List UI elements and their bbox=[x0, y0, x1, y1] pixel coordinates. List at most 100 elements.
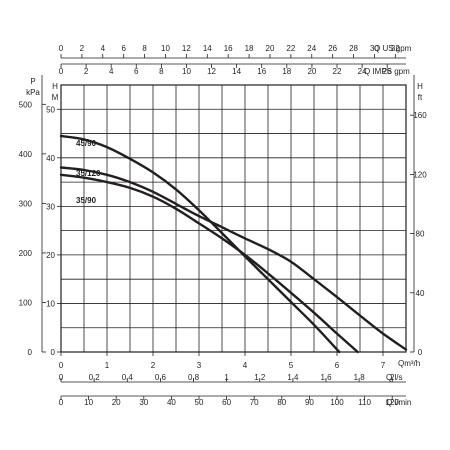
series-label: 45/90 bbox=[76, 139, 97, 148]
secondary-x-tick-label: 8 bbox=[159, 67, 164, 76]
series-label: 35/120 bbox=[76, 169, 101, 178]
secondary-x-tick-label: 12 bbox=[182, 44, 191, 53]
secondary-x-axis-label: Q l/min bbox=[386, 398, 411, 407]
secondary-x-tick-label: 30 bbox=[370, 44, 379, 53]
secondary-x-tick-label: 40 bbox=[167, 398, 176, 407]
secondary-x-tick-label: 22 bbox=[286, 44, 295, 53]
secondary-x-axis-label: Q IMPS gpm bbox=[364, 67, 410, 76]
pressure-axis-label-line: kPa bbox=[26, 88, 40, 97]
secondary-x-tick-label: 12 bbox=[207, 67, 216, 76]
secondary-x-tick-label: 0,6 bbox=[155, 373, 167, 382]
x-tick-label: 6 bbox=[335, 361, 340, 370]
secondary-x-axis-label: Q US gpm bbox=[374, 44, 412, 53]
secondary-x-tick-label: 80 bbox=[277, 398, 286, 407]
secondary-x-tick-label: 20 bbox=[307, 67, 316, 76]
secondary-x-tick-label: 2 bbox=[80, 44, 85, 53]
secondary-x-tick-label: 8 bbox=[142, 44, 147, 53]
secondary-x-tick-label: 100 bbox=[330, 398, 344, 407]
secondary-x-tick-label: 18 bbox=[282, 67, 291, 76]
x-tick-label: 2 bbox=[151, 361, 156, 370]
secondary-x-tick-label: 26 bbox=[328, 44, 337, 53]
secondary-y-tick-label: 0 bbox=[28, 348, 33, 357]
secondary-x-tick-label: 22 bbox=[333, 67, 342, 76]
secondary-y-tick-label: 80 bbox=[416, 230, 425, 239]
y-tick-label: 0 bbox=[51, 348, 56, 357]
secondary-x-tick-label: 6 bbox=[134, 67, 139, 76]
secondary-y-tick-label: 100 bbox=[19, 298, 33, 307]
x-tick-label: 1 bbox=[105, 361, 110, 370]
series-curve bbox=[59, 166, 408, 351]
y-tick-label: 50 bbox=[46, 105, 55, 114]
secondary-y-tick-label: 160 bbox=[413, 111, 427, 120]
series-curve bbox=[59, 134, 341, 354]
secondary-x-tick-label: 1 bbox=[224, 373, 229, 382]
secondary-x-tick-label: 16 bbox=[224, 44, 233, 53]
secondary-x-tick-label: 0,2 bbox=[89, 373, 101, 382]
secondary-x-tick-label: 2 bbox=[390, 373, 395, 382]
y-tick-label: 40 bbox=[46, 154, 55, 163]
secondary-x-tick-label: 1,2 bbox=[254, 373, 266, 382]
secondary-x-tick-label: 4 bbox=[109, 67, 114, 76]
x-tick-label: 5 bbox=[289, 361, 294, 370]
x-tick-label: 3 bbox=[197, 361, 202, 370]
secondary-x-tick-label: 4 bbox=[101, 44, 106, 53]
x-tick-label: 7 bbox=[381, 361, 386, 370]
series-label: 35/90 bbox=[76, 196, 97, 205]
secondary-x-tick-label: 20 bbox=[266, 44, 275, 53]
secondary-x-tick-label: 14 bbox=[232, 67, 241, 76]
secondary-x-tick-label: 24 bbox=[307, 44, 316, 53]
secondary-x-tick-label: 28 bbox=[349, 44, 358, 53]
secondary-x-tick-label: 10 bbox=[182, 67, 191, 76]
secondary-y-tick-label: 300 bbox=[19, 199, 33, 208]
secondary-x-tick-label: 0 bbox=[59, 398, 64, 407]
secondary-x-tick-label: 120 bbox=[386, 398, 400, 407]
secondary-y-tick-label: 200 bbox=[19, 249, 33, 258]
grid bbox=[61, 85, 406, 352]
curves bbox=[59, 134, 408, 354]
secondary-x-tick-label: 0 bbox=[59, 373, 64, 382]
secondary-x-tick-label: 50 bbox=[195, 398, 204, 407]
secondary-x-tick-label: 1,4 bbox=[287, 373, 299, 382]
y-tick-label: 20 bbox=[46, 251, 55, 260]
secondary-y-tick-label: 0 bbox=[418, 348, 423, 357]
secondary-x-tick-label: 16 bbox=[257, 67, 266, 76]
secondary-x-tick-label: 6 bbox=[121, 44, 126, 53]
feet-axis-label-line: ft bbox=[418, 93, 423, 102]
secondary-x-tick-label: 26 bbox=[383, 67, 392, 76]
curve-labels: 45/90 35/120 35/90 bbox=[76, 139, 101, 205]
secondary-x-tick-label: 10 bbox=[161, 44, 170, 53]
secondary-y-tick-label: 400 bbox=[19, 150, 33, 159]
secondary-x-tick-label: 2 bbox=[84, 67, 89, 76]
y-tick-label: 30 bbox=[46, 202, 55, 211]
secondary-x-tick-label: 70 bbox=[250, 398, 259, 407]
secondary-x-tick-label: 20 bbox=[112, 398, 121, 407]
secondary-x-tick-label: 10 bbox=[84, 398, 93, 407]
secondary-x-tick-label: 24 bbox=[358, 67, 367, 76]
pressure-axis-label-line: P bbox=[30, 77, 35, 86]
secondary-x-tick-label: 0,8 bbox=[188, 373, 200, 382]
secondary-x-tick-label: 1,6 bbox=[320, 373, 332, 382]
secondary-x-tick-label: 1,8 bbox=[354, 373, 366, 382]
secondary-x-tick-label: 0,4 bbox=[122, 373, 134, 382]
secondary-x-tick-label: 32 bbox=[391, 44, 400, 53]
secondary-y-tick-label: 120 bbox=[413, 170, 427, 179]
secondary-x-tick-label: 110 bbox=[358, 398, 371, 407]
x-tick-label: 0 bbox=[59, 361, 64, 370]
x-axis-label: Qm³/h bbox=[398, 359, 420, 368]
y-axis-label-line: M bbox=[52, 93, 59, 102]
feet-axis-label-line: H bbox=[417, 82, 423, 91]
secondary-x-tick-label: 0 bbox=[59, 44, 64, 53]
secondary-x-tick-label: 0 bbox=[59, 67, 64, 76]
secondary-x-tick-label: 60 bbox=[222, 398, 231, 407]
secondary-x-tick-label: 14 bbox=[203, 44, 212, 53]
secondary-y-tick-label: 500 bbox=[19, 100, 33, 109]
secondary-y-tick-label: 40 bbox=[416, 289, 425, 298]
secondary-x-tick-label: 30 bbox=[139, 398, 148, 407]
x-tick-label: 4 bbox=[243, 361, 248, 370]
secondary-x-tick-label: 18 bbox=[245, 44, 254, 53]
